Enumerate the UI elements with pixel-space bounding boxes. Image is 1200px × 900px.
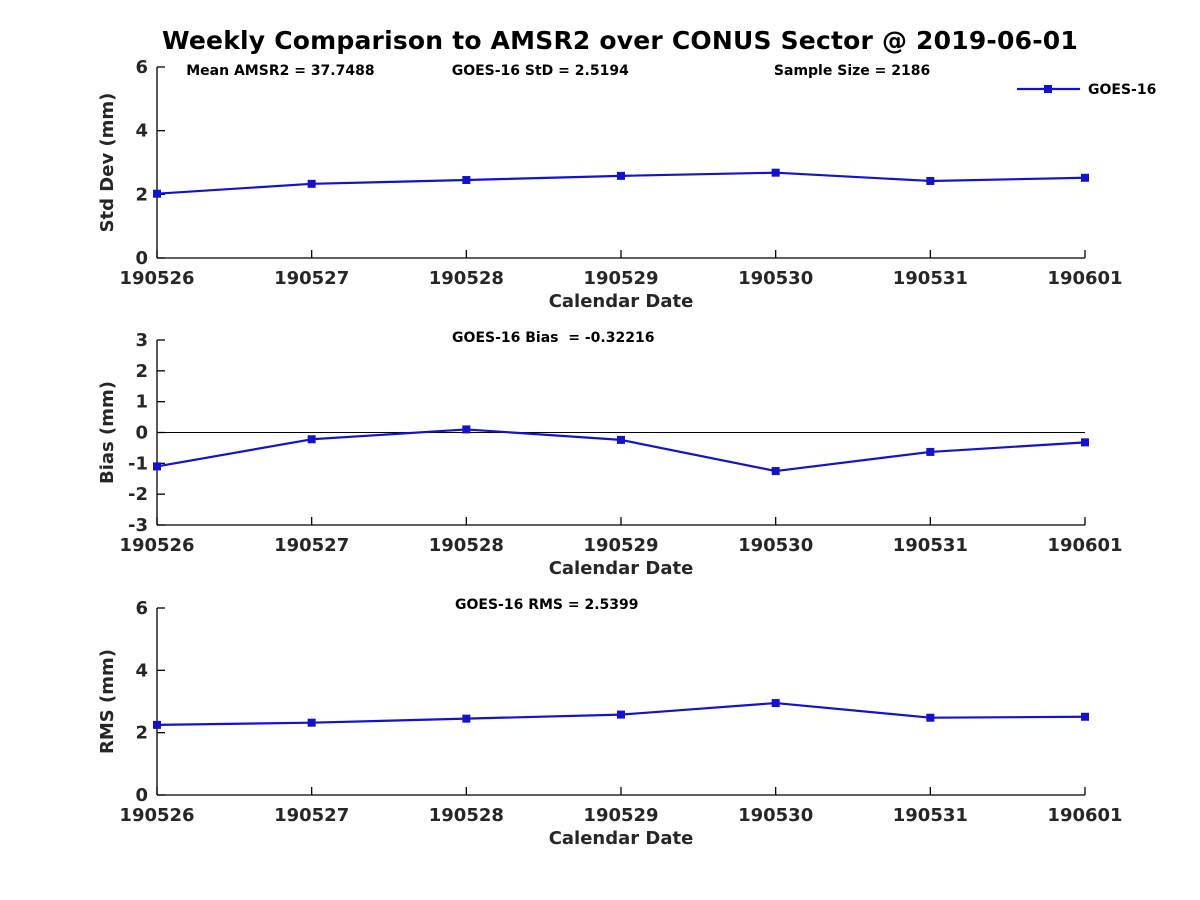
x-tick-label: 190526 (119, 268, 194, 289)
y-tick-label: 0 (135, 423, 148, 444)
y-tick-label: 6 (135, 57, 148, 78)
x-tick-label: 190527 (274, 535, 349, 556)
x-tick-label: 190528 (429, 535, 504, 556)
x-tick-label: 190529 (583, 535, 658, 556)
y-tick-label: -3 (128, 515, 148, 536)
x-axis-label: Calendar Date (549, 291, 694, 312)
y-tick-label: 2 (135, 723, 148, 744)
x-tick-label: 190530 (738, 268, 813, 289)
x-tick-label: 190526 (119, 535, 194, 556)
data-point-marker (617, 435, 625, 444)
data-point-marker (1081, 438, 1089, 447)
y-tick-label: 2 (135, 184, 148, 205)
data-point-marker (462, 714, 471, 723)
annotation-text: Sample Size = 2186 (774, 63, 930, 79)
y-axis-label: Bias (mm) (97, 381, 118, 484)
data-point-marker (462, 425, 471, 434)
x-axis-label: Calendar Date (549, 558, 694, 579)
data-point-marker (617, 710, 625, 719)
data-point-marker (771, 699, 780, 708)
data-point-marker (926, 176, 935, 185)
annotation-text: GOES-16 Bias = -0.32216 (452, 330, 654, 346)
y-tick-label: 6 (135, 598, 148, 619)
y-tick-label: 2 (135, 361, 148, 382)
y-tick-label: 0 (135, 785, 148, 806)
data-point-marker (1081, 712, 1089, 721)
data-point-marker (617, 171, 625, 180)
y-tick-label: 3 (135, 330, 148, 351)
x-tick-label: 190528 (429, 268, 504, 289)
data-point-marker (153, 462, 161, 471)
y-axis-label: RMS (mm) (97, 649, 118, 754)
x-tick-label: 190527 (274, 805, 349, 826)
data-point-marker (153, 720, 161, 729)
annotation-text: GOES-16 StD = 2.5194 (452, 63, 629, 79)
data-point-marker (307, 435, 316, 444)
x-tick-label: 190601 (1047, 268, 1122, 289)
y-tick-label: 1 (135, 392, 148, 413)
legend-label: GOES-16 (1088, 82, 1156, 98)
x-tick-label: 190526 (119, 805, 194, 826)
data-point-marker (771, 168, 780, 177)
x-axis-label: Calendar Date (549, 828, 694, 849)
x-tick-label: 190531 (893, 805, 968, 826)
y-tick-label: 4 (135, 660, 148, 681)
annotation-text: GOES-16 RMS = 2.5399 (455, 597, 639, 613)
annotation-text: Mean AMSR2 = 37.7488 (186, 63, 374, 79)
y-tick-label: 0 (135, 248, 148, 269)
x-tick-label: 190530 (738, 535, 813, 556)
legend-marker (1044, 85, 1052, 93)
y-tick-label: -1 (128, 453, 148, 474)
data-point-marker (307, 718, 316, 727)
y-tick-label: -2 (128, 484, 148, 505)
x-tick-label: 190529 (583, 805, 658, 826)
data-point-marker (153, 189, 161, 198)
legend: GOES-16 (1017, 82, 1156, 98)
x-tick-label: 190601 (1047, 805, 1122, 826)
x-tick-label: 190601 (1047, 535, 1122, 556)
data-point-marker (307, 179, 316, 188)
chart-bias: -3 -2 -1 0 1 2 3 190526 190527 190528 190529 190530… (97, 330, 1123, 579)
x-tick-label: 190531 (893, 535, 968, 556)
chart-std-dev: 0 2 4 6 190526 190527 190528 190529 190530 190531… (97, 57, 1156, 312)
x-tick-label: 190530 (738, 805, 813, 826)
data-point-marker (1081, 173, 1089, 182)
x-tick-label: 190531 (893, 268, 968, 289)
data-point-marker (462, 176, 471, 185)
x-tick-label: 190528 (429, 805, 504, 826)
y-axis-label: Std Dev (mm) (97, 93, 118, 233)
series-line-goes-16 (156, 428, 1086, 473)
chart-title: Weekly Comparison to AMSR2 over CONUS Se… (162, 26, 1078, 55)
x-tick-label: 190529 (583, 268, 658, 289)
x-tick-label: 190527 (274, 268, 349, 289)
data-point-marker (771, 467, 780, 476)
chart-rms: 0 2 4 6 190526 190527 190528 190529 190530 190531… (97, 597, 1123, 849)
data-point-marker (926, 713, 935, 722)
y-tick-label: 4 (135, 121, 148, 142)
data-point-marker (926, 447, 935, 456)
